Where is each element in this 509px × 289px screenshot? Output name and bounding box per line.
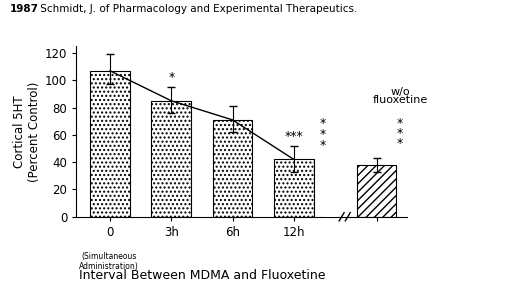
Text: *: *: [397, 118, 403, 131]
Bar: [357, 165, 397, 217]
Y-axis label: Cortical 5HT
(Percent Control): Cortical 5HT (Percent Control): [13, 81, 41, 182]
Text: ***: ***: [285, 130, 303, 143]
Bar: [325, 215, 337, 217]
Text: *: *: [168, 71, 175, 84]
Bar: [213, 120, 252, 217]
Text: *: *: [320, 128, 326, 141]
Text: *: *: [320, 139, 326, 152]
Text: *: *: [397, 127, 403, 140]
Bar: [151, 101, 191, 217]
Bar: [274, 160, 314, 217]
Text: Administration): Administration): [79, 262, 138, 271]
Text: Schmidt, J. of Pharmacology and Experimental Therapeutics.: Schmidt, J. of Pharmacology and Experime…: [37, 4, 357, 14]
Text: w/o: w/o: [390, 87, 410, 97]
Text: 1987: 1987: [10, 4, 39, 14]
Text: Interval Between MDMA and Fluoxetine: Interval Between MDMA and Fluoxetine: [79, 268, 325, 281]
Text: (Simultaneous: (Simultaneous: [81, 252, 136, 261]
Bar: [90, 71, 130, 217]
Text: fluoxetine: fluoxetine: [372, 95, 428, 105]
Text: *: *: [320, 118, 326, 131]
Text: *: *: [397, 137, 403, 150]
